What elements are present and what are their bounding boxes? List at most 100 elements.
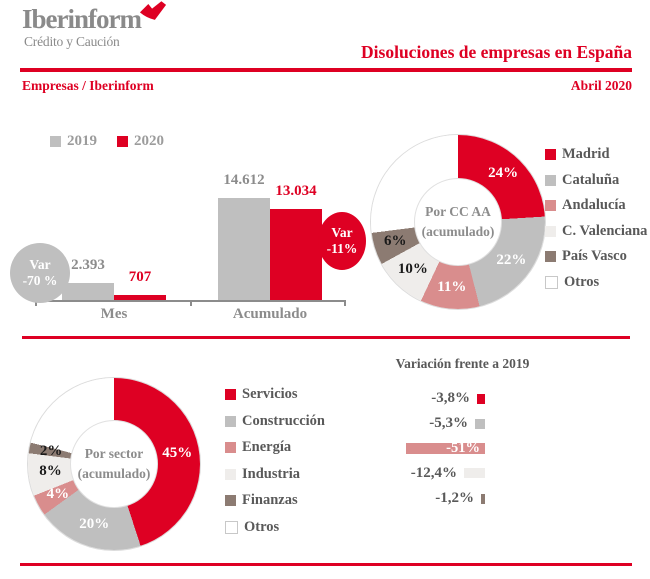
- bar-value-label: 2.393: [71, 257, 105, 273]
- legend-label: Otros: [244, 519, 280, 535]
- variation-bar: [475, 418, 485, 429]
- legend-label: Cataluña: [562, 172, 620, 188]
- badge-text: Var: [331, 224, 353, 240]
- bar-value-label: 14.612: [223, 172, 265, 188]
- slice-label-Energía: 4%: [46, 485, 70, 502]
- slice-label-País Vasco: 6%: [383, 233, 407, 250]
- legend-swatch: [225, 416, 236, 427]
- sector-donut-chart: Por sector (acumulado) 45% 20% 4% 8% 2%: [28, 378, 200, 550]
- donut-center-title: Por sector: [84, 445, 144, 461]
- logo-wordmark: Iberinform: [22, 4, 142, 34]
- badge-value: -11%: [326, 241, 358, 256]
- legend-swatch: [545, 226, 556, 237]
- variation-value-label: -12,4%: [410, 464, 457, 481]
- ccaa-donut-chart: Por CC AA (acumulado) 24% 22% 11% 10% 6%: [371, 135, 545, 309]
- variation-value-label: -1,2%: [435, 490, 474, 506]
- variation-row-Industria: -12,4%: [410, 464, 485, 481]
- footer-divider: [20, 563, 632, 566]
- bar-value-label: 707: [128, 269, 152, 285]
- legend-label: Construcción: [242, 413, 325, 429]
- legend-label: País Vasco: [562, 248, 627, 264]
- logo-tagline: Crédito y Caución: [24, 34, 120, 49]
- legend-item-C. Valenciana: C. Valenciana: [545, 223, 647, 240]
- bar-2020-Acumulado: [270, 209, 322, 300]
- report-date: Abril 2020: [570, 78, 632, 93]
- donut-center-title: Por CC AA: [425, 203, 491, 219]
- legend-label: Madrid: [562, 146, 610, 162]
- legend-label: Servicios: [242, 386, 298, 402]
- bar-value-label: 13.034: [275, 183, 317, 199]
- legend-swatch: [545, 175, 556, 186]
- slice-label-Finanzas: 2%: [39, 443, 63, 459]
- variation-row-Finanzas: -1,2%: [435, 490, 485, 506]
- breadcrumb: Empresas / Iberinform: [22, 78, 154, 93]
- variation-row-Energía: -51%: [406, 440, 485, 456]
- legend-swatch: [545, 251, 556, 262]
- slice-label-Construcción: 20%: [79, 515, 110, 532]
- slice-label-Servicios: 45%: [162, 444, 193, 461]
- badge-text: Var: [29, 256, 51, 272]
- legend-swatch: [225, 469, 236, 480]
- bar-2019-Mes: [62, 283, 114, 300]
- slice-label-Cataluña: 22%: [496, 251, 527, 268]
- variation-badge-acumulado: Var -11%: [318, 212, 366, 270]
- x-axis-tick: [190, 300, 192, 306]
- legend-swatch: [225, 495, 236, 506]
- donut-center: Por CC AA (acumulado): [414, 178, 502, 266]
- legend-item-Andalucía: Andalucía: [545, 197, 626, 214]
- header-divider: [20, 68, 632, 72]
- legend-swatch: [117, 136, 128, 147]
- legend-swatch: [545, 200, 556, 211]
- bar-2020-Mes: [114, 295, 166, 300]
- variation-chart-title: Variación frente a 2019: [395, 356, 530, 371]
- legend-label: Industria: [242, 466, 301, 482]
- legend-label: 2019: [67, 133, 97, 149]
- variation-row-Construcción: -5,3%: [429, 415, 485, 431]
- slice-label-Madrid: 24%: [488, 164, 519, 181]
- legend-swatch: [225, 389, 236, 400]
- legend-item-Otros: Otros: [545, 274, 599, 291]
- legend-item-Servicios: Servicios: [225, 386, 298, 403]
- donut-center: Por sector (acumulado): [70, 420, 158, 508]
- page-title: Disoluciones de empresas en España: [361, 42, 632, 62]
- badge-value: -70 %: [22, 273, 58, 288]
- legend-label: 2020: [134, 133, 164, 149]
- legend-item-Otros: Otros: [225, 519, 279, 536]
- legend-label: Andalucía: [562, 197, 626, 213]
- x-axis-tick: [344, 300, 346, 306]
- donut-center-subtitle: (acumulado): [421, 224, 495, 239]
- variation-value-label: -5,3%: [429, 415, 468, 431]
- variation-badge-mes: Var -70 %: [10, 243, 70, 303]
- slice-label-Industria: 8%: [39, 463, 62, 480]
- legend-item-Industria: Industria: [225, 466, 300, 483]
- slice-label-Andalucía: 11%: [437, 278, 467, 295]
- legend-label: C. Valenciana: [562, 223, 648, 239]
- legend-label: Finanzas: [242, 492, 298, 508]
- legend-swatch: [225, 442, 236, 453]
- legend-item-Energía: Energía: [225, 439, 291, 456]
- legend-swatch: [545, 276, 558, 289]
- variation-bar: [464, 468, 485, 478]
- section-divider: [22, 336, 630, 339]
- legend-label: Energía: [242, 439, 292, 455]
- legend-swatch: [545, 149, 556, 160]
- legend-item-Construcción: Construcción: [225, 413, 325, 430]
- variation-bar: [481, 493, 485, 504]
- donut-center-subtitle: (acumulado): [77, 466, 151, 481]
- logo-checkmark-icon: [139, 1, 167, 20]
- x-axis-tick: [35, 300, 37, 306]
- bar-2019-Acumulado: [218, 198, 270, 300]
- bar-chart-legend: 2019 2020: [50, 133, 178, 150]
- legend-label: Otros: [564, 274, 600, 290]
- variation-bar: -51%: [406, 440, 485, 456]
- variation-value-label: -3,8%: [431, 390, 470, 406]
- legend-swatch: [225, 521, 238, 534]
- legend-item-Finanzas: Finanzas: [225, 492, 298, 509]
- legend-item-País Vasco: País Vasco: [545, 248, 627, 265]
- legend-item-Madrid: Madrid: [545, 146, 610, 163]
- variation-bar: [477, 393, 485, 404]
- legend-swatch: [50, 136, 61, 147]
- variation-row-Servicios: -3,8%: [431, 390, 485, 406]
- category-label-acumulado: Acumulado: [232, 306, 308, 322]
